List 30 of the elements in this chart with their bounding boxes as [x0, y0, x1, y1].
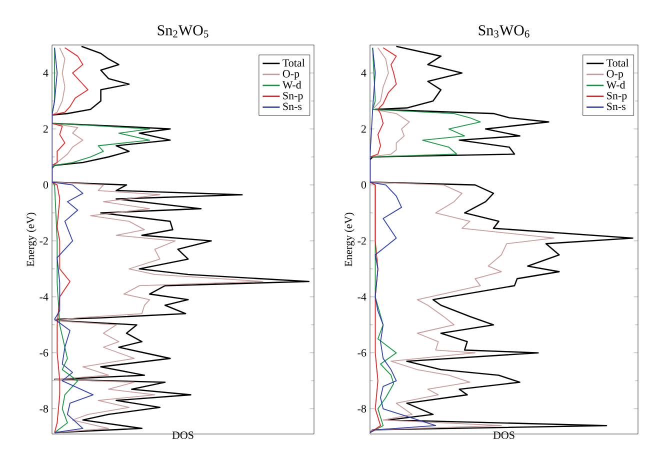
legend-label: W-d [606, 80, 626, 89]
y-tick-label: -8 [358, 405, 366, 413]
legend-label: Sn-s [283, 102, 302, 110]
legend-label: Sn-p [283, 92, 303, 102]
y-axis-title: Energy (eV) [26, 212, 36, 266]
chart-title: Sn$_{3}$WO$_{6}$ [478, 25, 530, 38]
x-axis-title: DOS [493, 432, 514, 439]
y-tick-label: 0 [43, 181, 48, 189]
legend-label: Total [606, 58, 629, 67]
y-tick-label: -6 [358, 349, 366, 357]
x-axis-title: DOS [172, 432, 194, 439]
y-tick-label: -8 [40, 405, 48, 413]
y-tick-label: -4 [40, 293, 48, 300]
legend-label: O-p [606, 70, 624, 80]
legend-label: Sn-p [607, 92, 627, 102]
chart-title: Sn$_{2}$WO$_{5}$ [158, 25, 208, 38]
y-axis-title: Energy (eV) [344, 212, 354, 266]
y-tick-label: 2 [43, 125, 48, 133]
legend-label: O-p [282, 70, 300, 80]
legend-label: Total [282, 58, 305, 67]
y-tick-label: 2 [361, 125, 366, 133]
y-tick-label: -2 [358, 237, 366, 245]
y-tick-label: 0 [361, 181, 366, 189]
y-tick-label: 4 [361, 69, 366, 77]
legend-label: W-d [282, 80, 302, 89]
y-tick-label: -6 [40, 349, 48, 357]
y-tick-label: -4 [358, 293, 366, 300]
y-tick-label: -2 [40, 237, 48, 245]
y-tick-label: 4 [43, 69, 48, 77]
legend-label: Sn-s [607, 102, 626, 110]
